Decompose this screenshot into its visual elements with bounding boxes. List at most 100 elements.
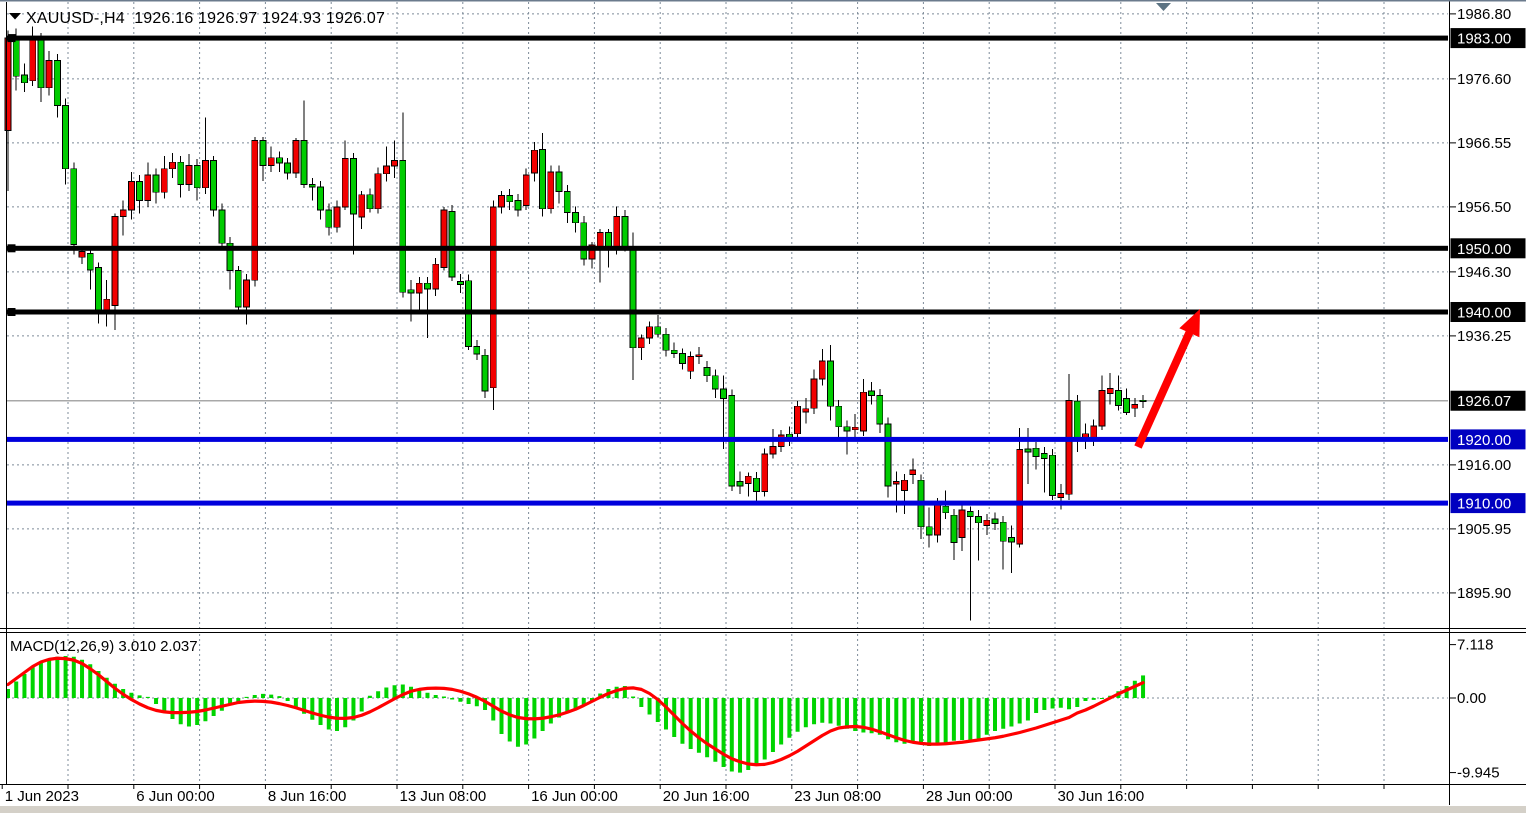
bull-candle bbox=[391, 159, 398, 167]
bear-candle bbox=[12, 37, 20, 77]
bear-candle bbox=[835, 405, 843, 428]
macd-histogram-bar bbox=[384, 687, 389, 698]
macd-histogram-bar bbox=[129, 692, 134, 698]
bull-candle bbox=[794, 405, 801, 435]
grid-layer bbox=[7, 2, 1448, 784]
arrow-layer[interactable] bbox=[1134, 309, 1200, 449]
bull-candle bbox=[111, 216, 119, 307]
time-axis-label: 16 Jun 00:00 bbox=[531, 788, 618, 805]
price-scale[interactable]: 1986.80 1976.60 1966.55 1956.50 1946.30 1936.… bbox=[1449, 6, 1526, 782]
bear-candle bbox=[703, 367, 711, 377]
price-tick-label: 1976.60 bbox=[1457, 71, 1511, 88]
bear-candle bbox=[736, 481, 744, 487]
bull-candle bbox=[769, 446, 777, 455]
bull-candle bbox=[341, 158, 349, 208]
time-axis-label: 1 Jun 2023 bbox=[5, 788, 79, 805]
bull-candle bbox=[860, 391, 867, 432]
macd-histogram-bar bbox=[137, 695, 142, 698]
macd-histogram-bar bbox=[400, 684, 405, 698]
macd-histogram-bar bbox=[713, 698, 718, 762]
macd-histogram-bar bbox=[14, 681, 19, 698]
bull-candle bbox=[489, 206, 497, 389]
bear-candle bbox=[136, 181, 144, 201]
macd-histogram-bar bbox=[770, 698, 775, 752]
bull-candle bbox=[637, 337, 645, 349]
price-tick-label: 1956.50 bbox=[1457, 199, 1511, 216]
macd-histogram-bar bbox=[1083, 698, 1088, 701]
time-axis-label: 23 Jun 08:00 bbox=[794, 788, 881, 805]
macd-histogram-bar bbox=[6, 689, 10, 698]
bear-candle bbox=[629, 245, 637, 349]
horizontal-level-line[interactable] bbox=[7, 500, 1448, 506]
bear-candle bbox=[991, 518, 999, 524]
bear-candle bbox=[950, 514, 958, 543]
line-drag-handle[interactable] bbox=[7, 34, 16, 43]
macd-histogram-bar bbox=[721, 698, 726, 767]
macd-histogram-bar bbox=[63, 656, 68, 698]
line-drag-handle[interactable] bbox=[7, 308, 16, 316]
macd-histogram-bar bbox=[622, 686, 627, 698]
bull-candle bbox=[333, 206, 341, 228]
macd-histogram-bar bbox=[441, 696, 446, 698]
bear-candle bbox=[37, 38, 45, 89]
bull-candle bbox=[983, 519, 991, 526]
bull-candle bbox=[761, 453, 769, 493]
macd-histogram-bar bbox=[1067, 698, 1072, 710]
bear-candle bbox=[563, 191, 571, 214]
macd-histogram-bar bbox=[647, 698, 652, 715]
macd-histogram-bar bbox=[38, 662, 43, 698]
macd-histogram-bar bbox=[1034, 698, 1039, 713]
bear-candle bbox=[1032, 447, 1040, 457]
macd-histogram-bar bbox=[1099, 698, 1104, 699]
price-label-box-text: 1983.00 bbox=[1457, 31, 1511, 48]
bear-candle bbox=[1114, 389, 1122, 407]
macd-histogram-bar bbox=[581, 698, 586, 706]
bull-candle bbox=[45, 59, 53, 89]
horizontal-level-line[interactable] bbox=[7, 35, 1448, 41]
price-label-box bbox=[1450, 28, 1526, 49]
bull-candle bbox=[802, 408, 810, 413]
time-axis[interactable]: 1 Jun 2023 6 Jun 00:00 8 Jun 16:00 13 Jun 0… bbox=[1, 784, 1385, 805]
bull-candle bbox=[596, 231, 604, 249]
macd-histogram-bar bbox=[705, 698, 710, 758]
chart-shift-marker-icon[interactable] bbox=[1156, 3, 1171, 11]
macd-histogram-bar bbox=[145, 696, 150, 698]
bear-candle bbox=[325, 209, 333, 228]
trend-arrow-shaft[interactable] bbox=[1134, 327, 1195, 449]
macd-histogram-bar bbox=[639, 698, 644, 707]
bear-candle bbox=[679, 353, 686, 364]
horizontal-level-line[interactable] bbox=[7, 309, 1448, 315]
bear-candle bbox=[481, 354, 489, 392]
macd-histogram-bar bbox=[335, 698, 339, 731]
macd-histogram-bar bbox=[1141, 675, 1146, 698]
bear-candle bbox=[843, 426, 851, 432]
bull-candle bbox=[687, 356, 695, 372]
horizontal-level-line[interactable] bbox=[7, 245, 1448, 251]
macd-histogram-bar bbox=[943, 698, 948, 743]
trend-arrow-head[interactable] bbox=[1179, 309, 1200, 338]
symbol-dropdown-icon[interactable] bbox=[9, 13, 21, 20]
level-lines-layer[interactable] bbox=[7, 34, 1448, 506]
price-label-box bbox=[1450, 238, 1526, 259]
bull-candle bbox=[267, 157, 275, 166]
macd-histogram-bar bbox=[844, 698, 849, 729]
bear-candle bbox=[218, 209, 226, 244]
horizontal-level-line[interactable] bbox=[7, 436, 1448, 442]
bull-candle bbox=[1016, 449, 1024, 545]
bull-candle bbox=[892, 481, 900, 485]
bull-candle bbox=[646, 326, 653, 339]
macd-histogram-bar bbox=[269, 694, 274, 698]
macd-histogram-bar bbox=[894, 698, 899, 743]
bear-candle bbox=[21, 74, 28, 84]
macd-histogram-bar bbox=[960, 698, 965, 740]
bear-candle bbox=[473, 345, 481, 355]
time-axis-label: 6 Jun 00:00 bbox=[136, 788, 214, 805]
bull-candle bbox=[415, 282, 423, 294]
macd-histogram-bar bbox=[458, 698, 463, 702]
price-tick-label: 1986.80 bbox=[1457, 6, 1511, 23]
macd-histogram-bar bbox=[236, 698, 241, 702]
bull-candle bbox=[613, 216, 621, 250]
line-drag-handle[interactable] bbox=[7, 244, 16, 253]
bear-candle bbox=[514, 200, 522, 211]
